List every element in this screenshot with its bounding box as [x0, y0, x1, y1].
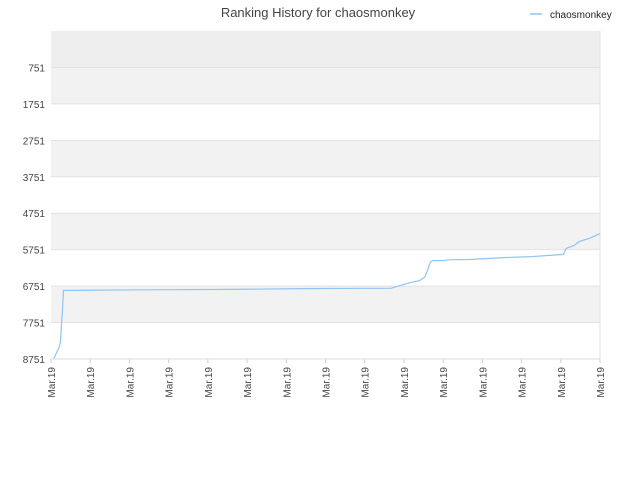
y-tick-label: 8751 [23, 355, 46, 366]
x-tick-label: Mar.19 [282, 367, 293, 398]
y-tick-label: 4751 [23, 209, 46, 220]
x-tick-label: Mar.19 [361, 367, 372, 398]
x-tick-label: Mar.19 [47, 367, 58, 398]
x-tick-label: Mar.19 [400, 367, 411, 398]
plot-band [51, 103, 600, 141]
plot-band [51, 140, 600, 177]
chart-title: Ranking History for chaosmonkey [221, 5, 416, 20]
y-tick-label: 3751 [23, 173, 46, 184]
plot-band [51, 322, 600, 359]
plot-band [51, 176, 600, 214]
plot-band [51, 67, 600, 104]
series-layer [53, 233, 601, 360]
x-tick-label: Mar.19 [478, 367, 489, 398]
x-tick-label: Mar.19 [596, 367, 607, 398]
legend: chaosmonkey [530, 10, 612, 21]
x-tick-label: Mar.19 [86, 367, 97, 398]
plot-band [51, 213, 600, 250]
y-tick-label: 751 [28, 63, 45, 74]
plot-band [51, 31, 600, 68]
y-tick-label: 5751 [23, 246, 46, 257]
series-line-chaosmonkey [53, 233, 601, 360]
x-tick-label: Mar.19 [243, 367, 254, 398]
x-tick-label: Mar.19 [322, 367, 333, 398]
legend-label: chaosmonkey [550, 10, 612, 21]
x-axis: Mar.19 Mar.19 Mar.19 Mar.19 Mar.19 Mar.19 Mar.… [47, 359, 607, 398]
y-axis: 751 1751 2751 3751 4751 5751 6751 7751 8751 [23, 63, 46, 366]
x-tick-label: Mar.19 [165, 367, 176, 398]
y-tick-label: 2751 [23, 136, 46, 147]
x-tick-label: Mar.19 [439, 367, 450, 398]
x-tick-label: Mar.19 [557, 367, 568, 398]
plot-band [51, 286, 600, 323]
y-tick-label: 1751 [23, 100, 46, 111]
y-tick-label: 6751 [23, 282, 46, 293]
x-tick-label: Mar.19 [518, 367, 529, 398]
plot-band [51, 249, 600, 287]
x-tick-label: Mar.19 [204, 367, 215, 398]
plot-bands [51, 31, 600, 359]
y-tick-label: 7751 [23, 319, 46, 330]
x-tick-label: Mar.19 [125, 367, 136, 398]
